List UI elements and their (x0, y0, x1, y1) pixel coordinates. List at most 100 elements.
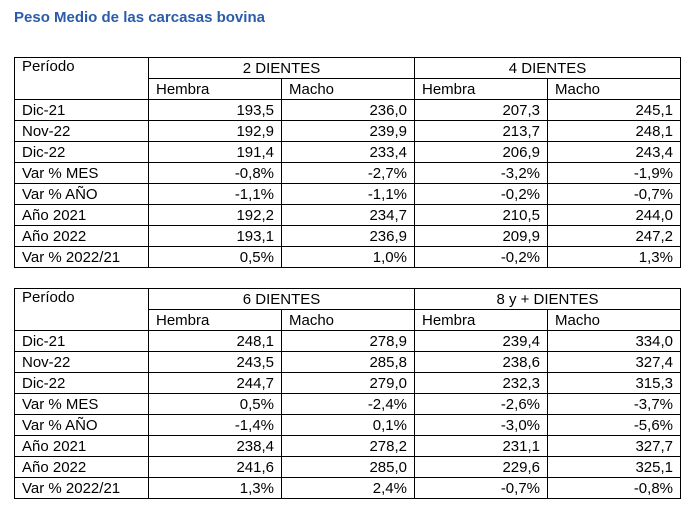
value-cell: 232,3 (414, 372, 548, 394)
table-row: Var % 2022/21 1,3% 2,4% -0,7% -0,8% (14, 477, 681, 499)
value-cell: 243,5 (148, 351, 282, 373)
row-label-cell: Var % MES (14, 162, 149, 184)
value-cell: 193,1 (148, 225, 282, 247)
value-cell: -0,8% (547, 477, 681, 499)
group-header-cell: 4 DIENTES (414, 57, 681, 79)
value-cell: -3,7% (547, 393, 681, 415)
table-row: Var % 2022/21 0,5% 1,0% -0,2% 1,3% (14, 246, 681, 268)
weights-table-2-4-dientes: Período 2 DIENTES 4 DIENTES Hembra Macho… (14, 57, 681, 268)
group-header-cell: 8 y + DIENTES (414, 288, 681, 310)
group-header-cell: 2 DIENTES (148, 57, 415, 79)
value-cell: -0,2% (414, 246, 548, 268)
value-cell: 327,7 (547, 435, 681, 457)
row-label-cell: Año 2021 (14, 435, 149, 457)
value-cell: 238,4 (148, 435, 282, 457)
value-cell: 213,7 (414, 120, 548, 142)
value-cell: 0,1% (281, 414, 415, 436)
value-cell: 327,4 (547, 351, 681, 373)
row-label-cell: Dic-21 (14, 99, 149, 121)
value-cell: 233,4 (281, 141, 415, 163)
value-cell: 239,4 (414, 330, 548, 352)
value-cell: 206,9 (414, 141, 548, 163)
subheader-cell: Macho (281, 78, 415, 100)
value-cell: 315,3 (547, 372, 681, 394)
value-cell: 241,6 (148, 456, 282, 478)
value-cell: 248,1 (148, 330, 282, 352)
table-row: Dic-22 244,7 279,0 232,3 315,3 (14, 372, 681, 394)
subheader-cell: Hembra (148, 78, 282, 100)
value-cell: 191,4 (148, 141, 282, 163)
value-cell: -2,7% (281, 162, 415, 184)
value-cell: 231,1 (414, 435, 548, 457)
row-label-cell: Var % AÑO (14, 183, 149, 205)
table-row: Año 2021 238,4 278,2 231,1 327,7 (14, 435, 681, 457)
value-cell: 279,0 (281, 372, 415, 394)
table-row: Var % AÑO -1,4% 0,1% -3,0% -5,6% (14, 414, 681, 436)
value-cell: 243,4 (547, 141, 681, 163)
value-cell: -2,6% (414, 393, 548, 415)
value-cell: 210,5 (414, 204, 548, 226)
group-header-cell: 6 DIENTES (148, 288, 415, 310)
value-cell: 1,3% (148, 477, 282, 499)
table-row: Var % MES 0,5% -2,4% -2,6% -3,7% (14, 393, 681, 415)
subheader-cell: Macho (547, 78, 681, 100)
table-row: Año 2022 241,6 285,0 229,6 325,1 (14, 456, 681, 478)
value-cell: 207,3 (414, 99, 548, 121)
value-cell: 334,0 (547, 330, 681, 352)
table-row: Nov-22 243,5 285,8 238,6 327,4 (14, 351, 681, 373)
value-cell: 1,3% (547, 246, 681, 268)
value-cell: 234,7 (281, 204, 415, 226)
value-cell: 278,9 (281, 330, 415, 352)
value-cell: 192,2 (148, 204, 282, 226)
value-cell: 0,5% (148, 246, 282, 268)
value-cell: -3,2% (414, 162, 548, 184)
value-cell: 193,5 (148, 99, 282, 121)
table-row: Dic-21 248,1 278,9 239,4 334,0 (14, 330, 681, 352)
value-cell: 1,0% (281, 246, 415, 268)
row-label-cell: Var % 2022/21 (14, 246, 149, 268)
row-label-cell: Var % AÑO (14, 414, 149, 436)
value-cell: 238,6 (414, 351, 548, 373)
table-row: Dic-21 193,5 236,0 207,3 245,1 (14, 99, 681, 121)
value-cell: -5,6% (547, 414, 681, 436)
subheader-cell: Hembra (414, 309, 548, 331)
row-label-cell: Dic-22 (14, 372, 149, 394)
value-cell: -1,9% (547, 162, 681, 184)
value-cell: 192,9 (148, 120, 282, 142)
value-cell: -2,4% (281, 393, 415, 415)
value-cell: -1,1% (281, 183, 415, 205)
value-cell: 248,1 (547, 120, 681, 142)
value-cell: -0,8% (148, 162, 282, 184)
row-label-cell: Nov-22 (14, 120, 149, 142)
period-header-cell: Período (14, 57, 149, 100)
value-cell: 325,1 (547, 456, 681, 478)
value-cell: -1,4% (148, 414, 282, 436)
table-header-row: Período 6 DIENTES 8 y + DIENTES (14, 288, 681, 331)
row-label-cell: Var % MES (14, 393, 149, 415)
subheader-cell: Hembra (148, 309, 282, 331)
value-cell: 247,2 (547, 225, 681, 247)
table-header-row: Período 2 DIENTES 4 DIENTES (14, 57, 681, 100)
table-row: Var % MES -0,8% -2,7% -3,2% -1,9% (14, 162, 681, 184)
weights-table-6-8-dientes: Período 6 DIENTES 8 y + DIENTES Hembra M… (14, 288, 681, 499)
row-label-cell: Dic-21 (14, 330, 149, 352)
value-cell: 0,5% (148, 393, 282, 415)
table-row: Dic-22 191,4 233,4 206,9 243,4 (14, 141, 681, 163)
table-row: Nov-22 192,9 239,9 213,7 248,1 (14, 120, 681, 142)
subheader-cell: Hembra (414, 78, 548, 100)
row-label-cell: Año 2022 (14, 456, 149, 478)
value-cell: -0,7% (414, 477, 548, 499)
subheader-cell: Macho (281, 309, 415, 331)
row-label-cell: Nov-22 (14, 351, 149, 373)
table-row: Año 2022 193,1 236,9 209,9 247,2 (14, 225, 681, 247)
page-title: Peso Medio de las carcasas bovina (14, 9, 265, 26)
table-row: Var % AÑO -1,1% -1,1% -0,2% -0,7% (14, 183, 681, 205)
value-cell: -3,0% (414, 414, 548, 436)
value-cell: 244,0 (547, 204, 681, 226)
value-cell: 209,9 (414, 225, 548, 247)
period-header-cell: Período (14, 288, 149, 331)
row-label-cell: Var % 2022/21 (14, 477, 149, 499)
value-cell: -1,1% (148, 183, 282, 205)
value-cell: 244,7 (148, 372, 282, 394)
